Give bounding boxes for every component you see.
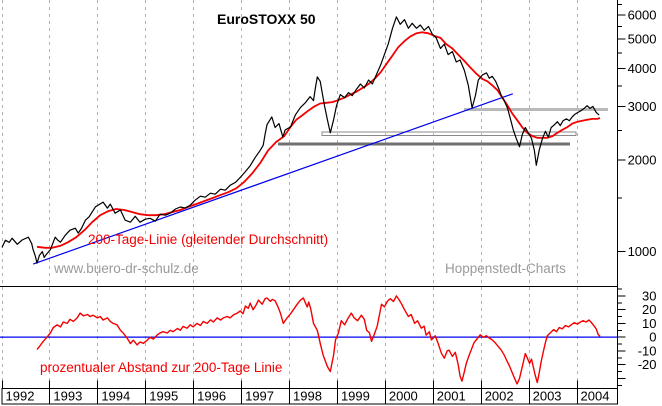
price-ytick-label-3000: 3000 [628, 99, 657, 114]
xaxis-box [1, 388, 618, 405]
year-label-1999: 1999 [341, 389, 370, 404]
year-label-1992: 1992 [6, 389, 35, 404]
range_2404_2470 [321, 131, 577, 137]
year-label-1998: 1998 [293, 389, 322, 404]
osc-ytick-label--20: -20 [638, 357, 657, 372]
year-label-1996: 1996 [197, 389, 226, 404]
osc-ytick-label-0: 0 [649, 330, 656, 345]
year-label-1997: 1997 [245, 389, 274, 404]
price-line [1, 16, 600, 264]
price-ytick-label-2000: 2000 [628, 152, 657, 167]
osc-ytick-label-20: 20 [642, 302, 656, 317]
watermark-right: Hoppenstedt-Charts [445, 261, 566, 276]
year-label-2003: 2003 [533, 389, 562, 404]
price-ytick-label-4000: 4000 [628, 61, 657, 76]
chart-title: EuroSTOXX 50 [217, 11, 316, 27]
year-label-2002: 2002 [485, 389, 514, 404]
year-label-2004: 2004 [581, 389, 610, 404]
year-label-1995: 1995 [149, 389, 178, 404]
price-ytick-label-6000: 6000 [628, 7, 657, 22]
year-label-1993: 1993 [53, 389, 82, 404]
ma-line [36, 31, 601, 249]
osc-ytick-label-30: 30 [642, 288, 656, 303]
trendline [32, 93, 514, 265]
year-label-2000: 2000 [389, 389, 418, 404]
oscillator-line [36, 295, 601, 385]
year-label-2001: 2001 [437, 389, 466, 404]
oscillator-annotation: prozentualer Abstand zur 200-Tage Linie [40, 360, 283, 375]
osc-ytick-label-10: 10 [642, 316, 656, 331]
price-ytick-label-5000: 5000 [628, 31, 657, 46]
price-ytick-label-1000: 1000 [628, 244, 657, 259]
year-label-1994: 1994 [101, 389, 130, 404]
watermark-left: www.buero-dr-schulz.de [54, 261, 199, 276]
osc-ytick-label--10: -10 [638, 343, 657, 358]
ma-annotation: 200-Tage-Linie (gleitender Durchschnitt) [88, 232, 329, 247]
